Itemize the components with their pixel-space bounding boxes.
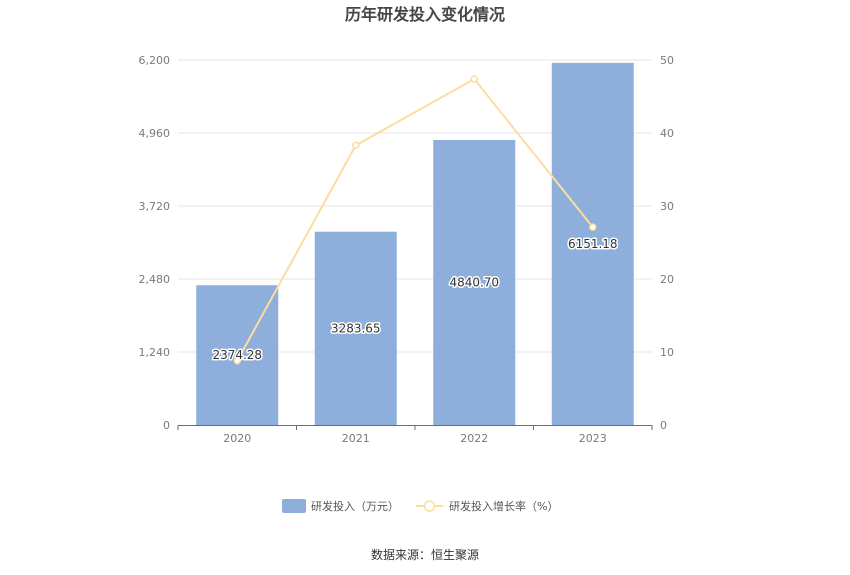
line-point bbox=[589, 223, 597, 231]
legend-swatch-bar bbox=[282, 499, 306, 513]
bar-data-label: 4840.70 bbox=[449, 276, 499, 290]
y-right-tick-label: 0 bbox=[660, 419, 667, 432]
line-point bbox=[233, 357, 241, 365]
legend-label-line: 研发投入增长率（%） bbox=[449, 499, 558, 513]
y-right-tick-label: 30 bbox=[660, 200, 674, 213]
y-right-tick-label: 40 bbox=[660, 127, 674, 140]
bar bbox=[314, 231, 397, 425]
axes: 0 1,240 2,480 3,720 4,960 6,200 0 10 20 30 40 50 202… bbox=[139, 54, 675, 445]
x-tick-label: 2020 bbox=[223, 432, 251, 445]
source-note: 数据来源：恒生聚源 bbox=[371, 547, 479, 562]
bar-data-label: 2374.28 bbox=[212, 348, 262, 362]
y-right-tick-label: 20 bbox=[660, 273, 674, 286]
line-series bbox=[233, 75, 597, 365]
data-labels: 2374.28 3283.65 4840.70 6151.18 bbox=[211, 235, 619, 363]
y-left-tick-label: 4,960 bbox=[139, 127, 171, 140]
legend-label-bar: 研发投入（万元） bbox=[311, 499, 399, 513]
y-left-tick-label: 0 bbox=[163, 419, 170, 432]
y-right-tick-label: 10 bbox=[660, 346, 674, 359]
bar bbox=[196, 285, 279, 425]
bar bbox=[433, 140, 516, 425]
x-tick-label: 2021 bbox=[342, 432, 370, 445]
bar-series bbox=[196, 62, 634, 425]
line-point bbox=[470, 75, 478, 83]
y-left-tick-label: 3,720 bbox=[139, 200, 171, 213]
bar bbox=[551, 62, 634, 425]
bar-data-label: 6151.18 bbox=[568, 237, 618, 251]
line-point bbox=[352, 141, 360, 150]
chart-title: 历年研发投入变化情况 bbox=[345, 5, 505, 24]
legend[interactable]: 研发投入（万元） 研发投入增长率（%） bbox=[282, 499, 558, 513]
y-right-tick-label: 50 bbox=[660, 54, 674, 67]
x-tick-label: 2023 bbox=[579, 432, 607, 445]
growth-line bbox=[236, 77, 594, 362]
x-tick-label: 2022 bbox=[460, 432, 488, 445]
bar-data-label: 3283.65 bbox=[331, 321, 381, 335]
y-left-tick-label: 6,200 bbox=[139, 54, 171, 67]
legend-marker-line bbox=[423, 500, 436, 512]
y-left-tick-label: 2,480 bbox=[139, 273, 171, 286]
y-left-tick-label: 1,240 bbox=[139, 346, 171, 359]
